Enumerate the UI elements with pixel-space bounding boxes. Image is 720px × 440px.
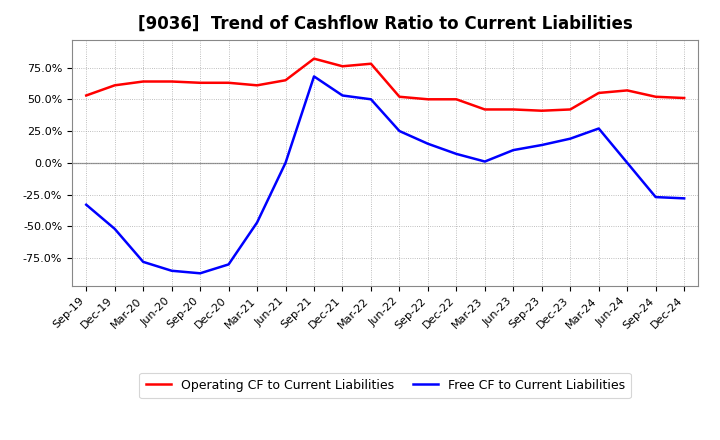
Free CF to Current Liabilities: [225, 262, 233, 267]
Operating CF to Current Liabilities: [110, 83, 119, 88]
Operating CF to Current Liabilities: [139, 79, 148, 84]
Operating CF to Current Liabilities: [253, 83, 261, 88]
Free CF to Current Liabilities: [82, 202, 91, 207]
Operating CF to Current Liabilities: [537, 108, 546, 114]
Free CF to Current Liabilities: [423, 141, 432, 147]
Free CF to Current Liabilities: [537, 143, 546, 148]
Operating CF to Current Liabilities: [509, 107, 518, 112]
Free CF to Current Liabilities: [652, 194, 660, 200]
Free CF to Current Liabilities: [395, 128, 404, 134]
Operating CF to Current Liabilities: [225, 80, 233, 85]
Free CF to Current Liabilities: [310, 74, 318, 79]
Operating CF to Current Liabilities: [196, 80, 204, 85]
Free CF to Current Liabilities: [196, 271, 204, 276]
Free CF to Current Liabilities: [366, 97, 375, 102]
Operating CF to Current Liabilities: [167, 79, 176, 84]
Line: Free CF to Current Liabilities: Free CF to Current Liabilities: [86, 77, 684, 273]
Free CF to Current Liabilities: [680, 196, 688, 201]
Title: [9036]  Trend of Cashflow Ratio to Current Liabilities: [9036] Trend of Cashflow Ratio to Curren…: [138, 15, 633, 33]
Free CF to Current Liabilities: [167, 268, 176, 273]
Legend: Operating CF to Current Liabilities, Free CF to Current Liabilities: Operating CF to Current Liabilities, Fre…: [140, 373, 631, 398]
Operating CF to Current Liabilities: [338, 64, 347, 69]
Operating CF to Current Liabilities: [452, 97, 461, 102]
Operating CF to Current Liabilities: [395, 94, 404, 99]
Operating CF to Current Liabilities: [480, 107, 489, 112]
Operating CF to Current Liabilities: [652, 94, 660, 99]
Free CF to Current Liabilities: [480, 159, 489, 164]
Free CF to Current Liabilities: [623, 160, 631, 165]
Free CF to Current Liabilities: [139, 259, 148, 264]
Free CF to Current Liabilities: [282, 160, 290, 165]
Operating CF to Current Liabilities: [680, 95, 688, 101]
Free CF to Current Liabilities: [253, 220, 261, 225]
Operating CF to Current Liabilities: [310, 56, 318, 61]
Free CF to Current Liabilities: [566, 136, 575, 141]
Operating CF to Current Liabilities: [566, 107, 575, 112]
Operating CF to Current Liabilities: [595, 90, 603, 95]
Free CF to Current Liabilities: [338, 93, 347, 98]
Free CF to Current Liabilities: [110, 226, 119, 231]
Line: Operating CF to Current Liabilities: Operating CF to Current Liabilities: [86, 59, 684, 111]
Operating CF to Current Liabilities: [366, 61, 375, 66]
Operating CF to Current Liabilities: [423, 97, 432, 102]
Operating CF to Current Liabilities: [82, 93, 91, 98]
Free CF to Current Liabilities: [509, 147, 518, 153]
Free CF to Current Liabilities: [595, 126, 603, 131]
Operating CF to Current Liabilities: [282, 77, 290, 83]
Free CF to Current Liabilities: [452, 151, 461, 157]
Operating CF to Current Liabilities: [623, 88, 631, 93]
